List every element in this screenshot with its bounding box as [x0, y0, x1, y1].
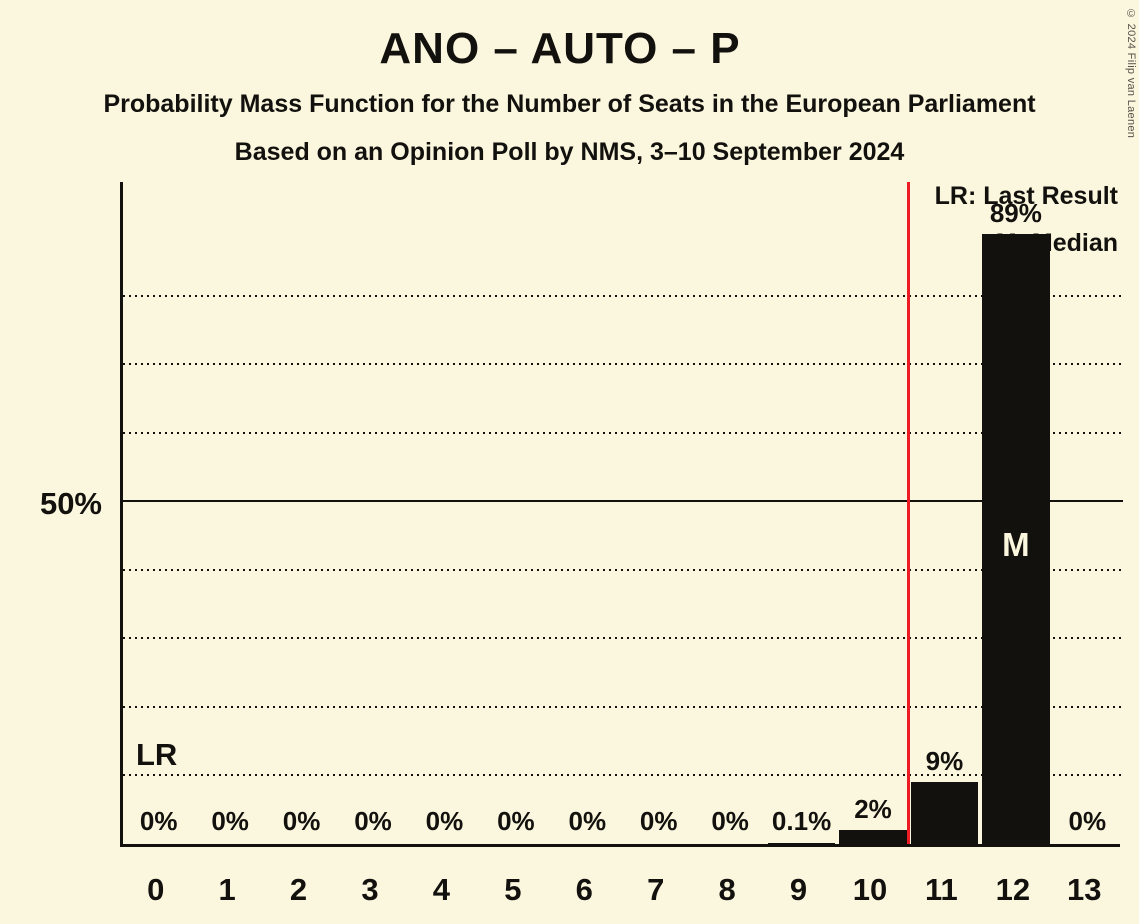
bar-seats-11	[910, 782, 979, 844]
bar-value-label-7: 0%	[639, 806, 678, 836]
bar-value-label-1: 0%	[211, 806, 249, 836]
bar-seats-9	[767, 843, 836, 844]
last-result-line	[907, 182, 911, 844]
x-axis-label-0: 0	[147, 872, 165, 907]
chart-subtitle-poll: Based on an Opinion Poll by NMS, 3–10 Se…	[234, 138, 905, 166]
bar-value-label-11: 9%	[925, 746, 964, 777]
gridline-40pct	[123, 568, 1123, 571]
gridline-60pct	[123, 431, 1123, 434]
bar-value-label-8: 0%	[711, 806, 749, 836]
x-axis-label-5: 5	[504, 872, 522, 907]
copyright-notice: © 2024 Filip van Laenen	[1125, 8, 1137, 139]
bar-value-label-12: 89%	[989, 197, 1042, 228]
gridline-80pct	[123, 294, 1123, 297]
gridline-20pct	[123, 705, 1123, 708]
gridline-50pct-solid	[123, 500, 1123, 503]
x-axis-label-8: 8	[718, 872, 736, 907]
last-result-label: LR	[136, 737, 178, 772]
x-axis-label-1: 1	[218, 872, 236, 907]
chart-subtitle: Probability Mass Function for the Number…	[103, 90, 1036, 118]
bar-value-label-13: 0%	[1068, 806, 1107, 836]
bar-value-label-0: 0%	[139, 806, 178, 836]
gridline-70pct	[123, 363, 1123, 366]
x-axis-label-7: 7	[647, 872, 665, 907]
x-axis-label-9: 9	[789, 872, 808, 907]
y-axis-tick-label: 50%	[39, 486, 102, 521]
x-axis-label-11: 11	[925, 872, 958, 907]
plot-area: LR: Last Result M: Median LR 0% 0% 0% 0% 0% 0…	[120, 182, 1123, 847]
bar-seats-12	[982, 233, 1050, 844]
bar-value-label-9: 0.1%	[771, 806, 832, 836]
bar-value-label-10: 2%	[854, 794, 892, 825]
x-axis-label-3: 3	[361, 872, 379, 907]
bar-value-label-6: 0%	[568, 806, 607, 836]
x-axis-label-2: 2	[289, 872, 308, 907]
bar-value-label-2: 0%	[282, 806, 321, 836]
x-axis-label-4: 4	[432, 872, 451, 907]
x-axis-label-10: 10	[852, 872, 888, 907]
bar-seats-10	[839, 830, 907, 844]
bar-value-label-3: 0%	[354, 806, 392, 836]
median-marker: M	[1002, 526, 1030, 563]
x-axis-label-13: 13	[1067, 872, 1102, 907]
legend-last-result: LR: Last Result	[934, 182, 1118, 210]
bar-value-label-4: 0%	[425, 806, 464, 836]
gridline-10pct	[123, 774, 1123, 777]
x-axis-label-12: 12	[995, 872, 1031, 907]
chart-title: ANO – AUTO – P	[379, 24, 741, 73]
bar-value-label-5: 0%	[497, 806, 535, 836]
gridline-30pct	[123, 637, 1123, 640]
x-axis-label-6: 6	[575, 872, 593, 907]
